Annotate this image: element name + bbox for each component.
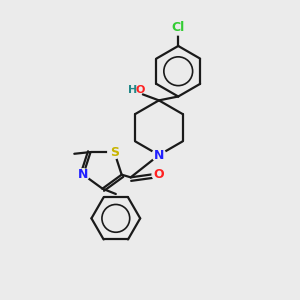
Text: Cl: Cl (172, 21, 185, 34)
Circle shape (171, 20, 186, 35)
Text: O: O (136, 85, 145, 95)
Text: N: N (78, 168, 88, 181)
Circle shape (108, 146, 121, 159)
Text: S: S (110, 146, 119, 159)
Text: N: N (154, 148, 164, 162)
Circle shape (77, 169, 89, 181)
Circle shape (152, 148, 166, 162)
Text: O: O (153, 168, 164, 181)
Text: H: H (128, 85, 137, 95)
Circle shape (152, 168, 165, 181)
